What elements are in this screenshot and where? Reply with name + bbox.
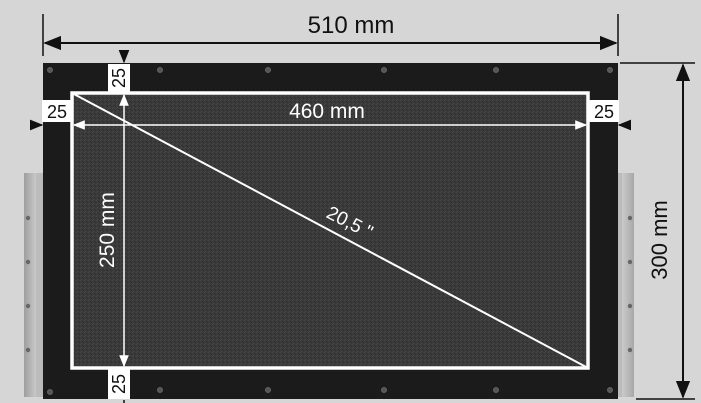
margin-top-label-bg [108, 64, 130, 93]
screen-border [70, 91, 590, 370]
frame-screws [47, 67, 613, 395]
margin-top-label: 25 [109, 68, 129, 88]
active-height-label: 250 mm [96, 192, 119, 268]
margin-bottom-label-bg [108, 369, 130, 399]
total-height-label: 300 mm [647, 200, 672, 279]
active-width-label: 460 mm [289, 100, 365, 123]
total-width-label: 510 mm [308, 12, 395, 39]
margin-right-label-bg [589, 100, 619, 122]
margin-left-label: 25 [47, 102, 67, 122]
margin-bottom-label: 25 [109, 374, 129, 394]
margin-right-label: 25 [594, 102, 614, 122]
margin-left-label-bg [42, 100, 72, 122]
diagonal-line [71, 92, 589, 369]
